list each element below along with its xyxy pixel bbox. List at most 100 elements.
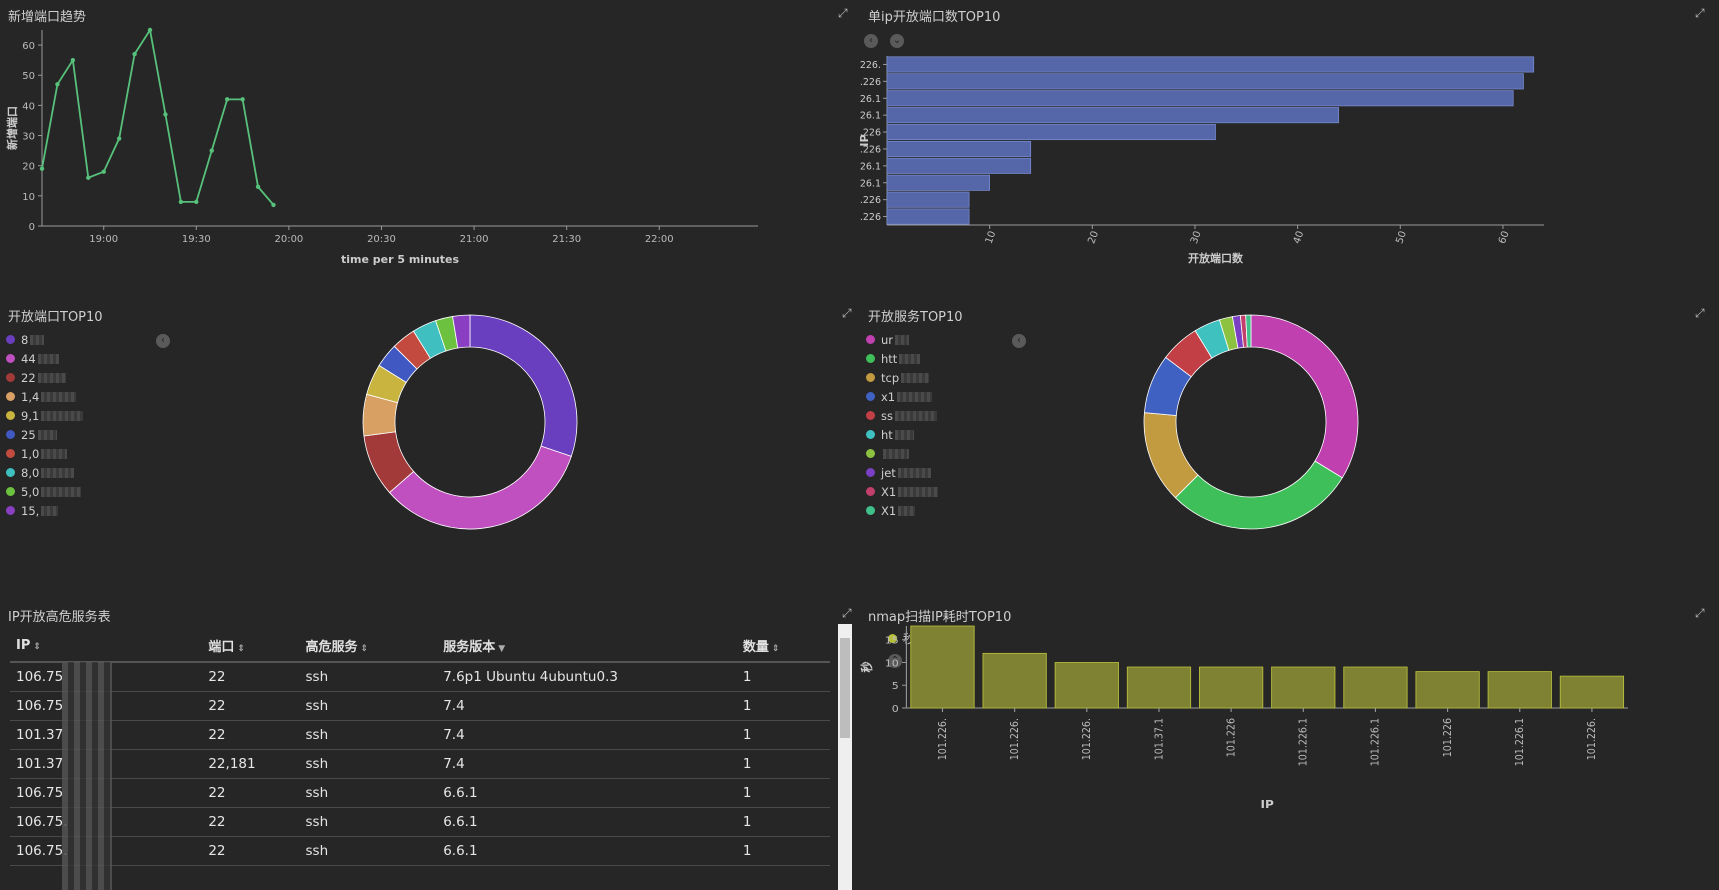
- table-row[interactable]: 106.75. 22 ssh 6.6.1 1: [10, 807, 830, 837]
- legend-label: 44: [21, 351, 36, 366]
- legend-item[interactable]: ss: [866, 406, 938, 425]
- pie-slice: [469, 314, 578, 457]
- column-header[interactable]: IP ⇕: [10, 630, 203, 663]
- column-header[interactable]: 高危服务 ⇕: [299, 630, 438, 663]
- legend-item[interactable]: tcp: [866, 368, 938, 387]
- x-tick-label: 21:00: [460, 234, 489, 245]
- x-tick-label: 101.226.: [1082, 718, 1094, 760]
- legend-item[interactable]: 22: [6, 368, 83, 387]
- y-tick-label: 50: [22, 71, 35, 82]
- table-row[interactable]: 101.37 22 ssh 7.4 1: [10, 720, 830, 750]
- expand-icon[interactable]: ⤢: [1695, 606, 1705, 620]
- table-row[interactable]: 106.75 22 ssh 6.6.1 1: [10, 778, 830, 808]
- expand-icon[interactable]: ⤢: [838, 6, 848, 20]
- y-axis-title: IP: [860, 134, 871, 146]
- legend-item[interactable]: 5,0: [6, 482, 83, 501]
- legend-dot-icon: [866, 430, 875, 439]
- legend-item[interactable]: X1: [866, 482, 939, 501]
- trend-title: 新增端口趋势: [8, 10, 87, 25]
- legend-item[interactable]: X1: [866, 501, 938, 520]
- column-header[interactable]: 服务版本 ▼: [437, 630, 737, 663]
- expand-icon[interactable]: ⤢: [842, 306, 852, 320]
- y-tick-label: 101.226: [860, 195, 881, 206]
- x-tick-label: 101.37.1: [1154, 718, 1166, 760]
- legend-label: x1: [881, 389, 896, 404]
- bar: [982, 652, 1047, 709]
- top-ports-panel: 开放端口TOP10 8 44 22 1,4 9,1 25 1,0 8,0 5,0 15, ‹: [0, 300, 860, 600]
- toggle-legend-button[interactable]: ⌃: [888, 654, 902, 668]
- table-row[interactable]: 106.75 22 ssh 7.6p1 Ubuntu 4ubuntu0.3 1: [10, 662, 830, 692]
- table-cell: 1: [736, 807, 830, 837]
- table-row[interactable]: 101.37 22,181 ssh 7.4 1: [10, 749, 830, 779]
- sort-icon[interactable]: ⇕: [33, 642, 41, 652]
- legend-item[interactable]: 15,: [6, 501, 83, 520]
- trend-chart: 0 10 20 30 40 50 60 19:00 19:30 20:00 20:30 21:00 21…: [5, 27, 758, 266]
- x-axis-title: IP: [1261, 798, 1274, 811]
- table-cell: 1: [736, 691, 830, 721]
- data-point: [255, 184, 261, 189]
- top-ports-donut: [362, 314, 578, 530]
- legend-item[interactable]: 44: [6, 349, 83, 368]
- table-scrollbar[interactable]: [838, 624, 852, 890]
- sort-icon[interactable]: ⇕: [237, 644, 245, 654]
- legend-item[interactable]: [866, 444, 938, 463]
- column-header[interactable]: 数量 ⇕: [736, 630, 830, 663]
- legend-item[interactable]: 8,0: [6, 463, 83, 482]
- collapse-legend-button[interactable]: ‹: [156, 334, 170, 348]
- column-header[interactable]: 端口 ⇕: [202, 630, 300, 663]
- bar: [886, 157, 1032, 174]
- legend-item[interactable]: 25: [6, 425, 83, 444]
- table-cell: 22: [202, 836, 300, 866]
- redacted-text: [899, 353, 921, 364]
- legend-item[interactable]: 1,4: [6, 387, 83, 406]
- legend-item[interactable]: 9,1: [6, 406, 84, 425]
- expand-icon[interactable]: ⤢: [1695, 6, 1705, 20]
- collapse-legend-button[interactable]: ‹: [864, 34, 878, 48]
- legend-dot-icon: [6, 335, 15, 344]
- data-point: [271, 202, 276, 208]
- column-header-label: IP: [16, 638, 31, 653]
- legend-item[interactable]: 8: [6, 330, 83, 349]
- bar: [886, 73, 1524, 90]
- collapse-legend-button[interactable]: ‹: [1012, 334, 1026, 348]
- sort-icon[interactable]: ⇕: [360, 644, 369, 654]
- table-cell: 1: [736, 778, 830, 808]
- legend-item[interactable]: ur: [866, 330, 938, 349]
- bar: [1559, 675, 1625, 709]
- redacted-text: [897, 391, 933, 402]
- y-tick-label: 10: [22, 192, 35, 203]
- legend-item[interactable]: x1: [866, 387, 938, 406]
- legend-item[interactable]: jet: [866, 463, 938, 482]
- pie-slice: [388, 445, 572, 530]
- table-cell: 22,181: [202, 749, 300, 779]
- x-tick-label: 19:00: [89, 234, 118, 245]
- data-point: [163, 112, 168, 117]
- legend-item[interactable]: htt: [866, 349, 938, 368]
- nmap-time-panel: nmap扫描IP耗时TOP10 ⤢ ⤢ 秒 ⌃ 0 5 10 15 101.226. 10…: [842, 600, 1719, 890]
- redacted-text: [901, 372, 930, 383]
- top-services-donut: [1143, 314, 1359, 530]
- redacted-text: [898, 505, 916, 516]
- sort-desc-icon[interactable]: ▼: [498, 644, 506, 654]
- legend-item[interactable]: ht: [866, 425, 938, 444]
- x-tick-label: 50: [1394, 230, 1409, 246]
- scrollbar-thumb[interactable]: [840, 638, 850, 738]
- table-cell: 6.6.1: [437, 778, 737, 808]
- table-row[interactable]: 106.75 22 ssh 7.4 1: [10, 691, 830, 721]
- redacted-text: [898, 486, 939, 497]
- toggle-legend-button[interactable]: ⌄: [890, 34, 904, 48]
- legend-label: ur: [881, 332, 894, 347]
- pie-slice: [1250, 314, 1359, 479]
- top-services-title: 开放服务TOP10: [868, 310, 963, 325]
- data-point: [116, 136, 122, 141]
- expand-icon[interactable]: ⤢: [1695, 306, 1705, 320]
- nmap-time-chart: 0 5 10 15 101.226. 101.226. 101.226. 101.37.1 10…: [860, 625, 1629, 811]
- sort-icon[interactable]: ⇕: [771, 644, 780, 654]
- table-cell: 7.4: [437, 749, 737, 779]
- expand-icon[interactable]: ⤢: [842, 606, 852, 620]
- legend-label: 15,: [21, 503, 40, 518]
- legend-dot-icon: [6, 354, 15, 363]
- legend-item[interactable]: 1,0: [6, 444, 83, 463]
- table-row[interactable]: 106.75. 22 ssh 6.6.1 1: [10, 836, 830, 866]
- pie-slice: [452, 314, 471, 349]
